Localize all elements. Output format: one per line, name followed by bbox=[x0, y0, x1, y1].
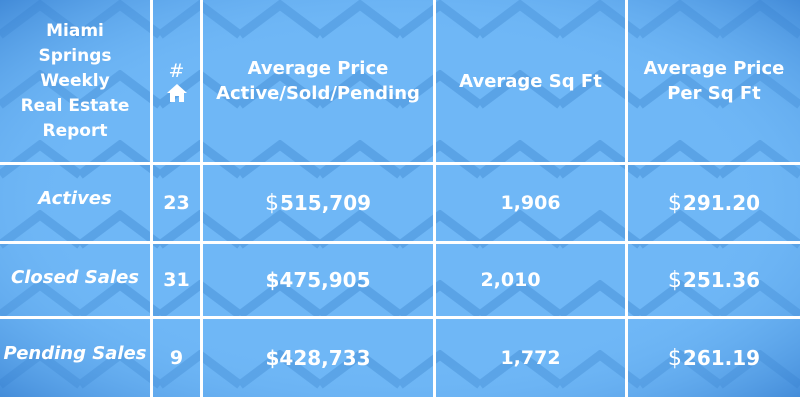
avg-sqft-value: 1,906 bbox=[500, 192, 561, 214]
column-divider bbox=[625, 0, 628, 400]
avg-sqft-value: 2,010 bbox=[480, 269, 541, 291]
row-divider bbox=[0, 241, 800, 244]
price-per-sqft-value: $291.20 bbox=[667, 190, 761, 216]
avg-sqft-value: 1,772 bbox=[500, 347, 561, 369]
avg-price-header-cell: Average Price Active/Sold/Pending bbox=[203, 0, 433, 162]
table-row-label: Pending Sales bbox=[3, 342, 147, 364]
report-title-cell: Miami Springs Weekly Real Estate Report bbox=[0, 0, 150, 162]
price-per-sqft-header: Average Price Per Sq Ft bbox=[643, 58, 785, 104]
count-value: 23 bbox=[163, 192, 190, 214]
count-value: 31 bbox=[163, 269, 190, 291]
count-symbol: # bbox=[168, 60, 185, 82]
price-per-sqft-value: $261.19 bbox=[667, 345, 761, 371]
column-divider bbox=[150, 0, 153, 400]
avg-sqft-header: Average Sq Ft bbox=[459, 70, 602, 92]
avg-sqft-header-cell: Average Sq Ft bbox=[436, 0, 625, 162]
row-divider bbox=[0, 397, 800, 400]
avg-price-value: $475,905 bbox=[265, 268, 371, 292]
price-per-sqft-header-cell: Average Price Per Sq Ft bbox=[628, 0, 800, 162]
table-row-label: Closed Sales bbox=[10, 266, 140, 288]
avg-price-header: Average Price Active/Sold/Pending bbox=[216, 58, 420, 104]
price-per-sqft-value: $251.36 bbox=[667, 267, 761, 293]
report-title: Miami Springs Weekly Real Estate Report bbox=[20, 20, 130, 141]
row-divider bbox=[0, 316, 800, 319]
count-value: 9 bbox=[169, 347, 184, 369]
table-row-label: Actives bbox=[38, 187, 112, 209]
avg-price-value: $515,709 bbox=[264, 190, 372, 216]
column-divider bbox=[200, 0, 203, 400]
column-divider bbox=[433, 0, 436, 400]
avg-price-value: $428,733 bbox=[265, 346, 371, 370]
house-icon bbox=[166, 84, 187, 102]
row-divider bbox=[0, 162, 800, 165]
count-header-cell: # bbox=[153, 0, 200, 162]
